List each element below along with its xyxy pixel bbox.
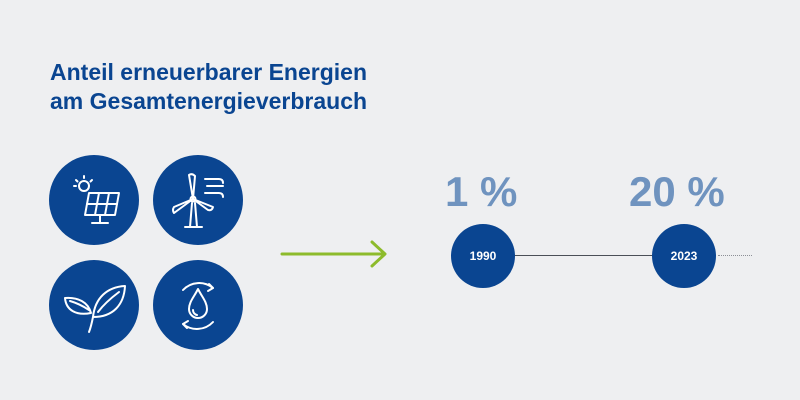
wind-turbine-icon [153, 155, 243, 245]
solar-panel-icon [49, 155, 139, 245]
water-cycle-icon [153, 260, 243, 350]
title-line-1: Anteil erneuerbarer Energien [50, 59, 367, 85]
year-marker-2023: 2023 [652, 224, 716, 288]
timeline-continuation [718, 255, 752, 256]
timeline-line [515, 255, 655, 256]
year-label: 2023 [670, 249, 698, 263]
title-line-2: am Gesamtenergieverbrauch [50, 88, 368, 114]
share-value-2023: 20 % [629, 168, 725, 215]
page-title: Anteil erneuerbarer Energien am Gesamten… [50, 58, 367, 116]
leaf-icon [49, 260, 139, 350]
share-value-1990: 1 % [445, 168, 518, 215]
year-label: 1990 [469, 249, 497, 263]
arrow-right-icon [280, 240, 387, 268]
year-marker-1990: 1990 [451, 224, 515, 288]
